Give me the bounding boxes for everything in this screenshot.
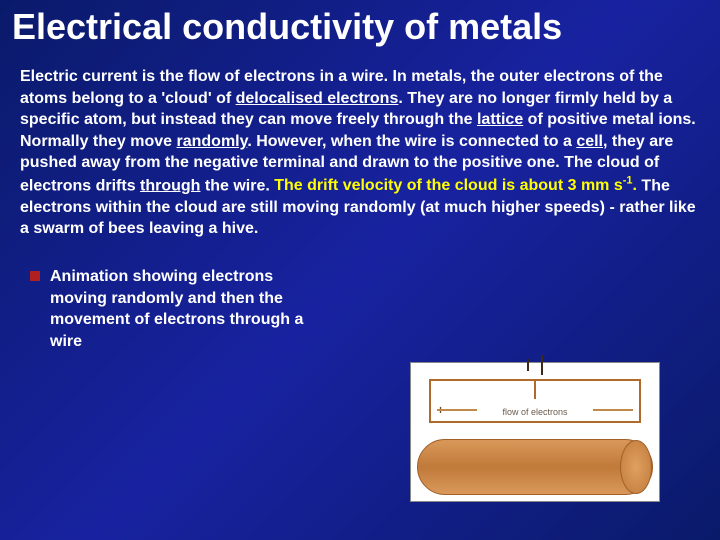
wire-cylinder-endcap-icon [620, 440, 652, 494]
slide-title: Electrical conductivity of metals [0, 0, 720, 52]
link-randomly[interactable]: randomly [177, 133, 248, 150]
link-through[interactable]: through [140, 177, 200, 194]
animation-caption: Animation showing electrons moving rando… [50, 266, 310, 352]
text-run: . However, when the wire is connected to… [247, 133, 576, 150]
flow-label: flow of electrons [411, 407, 659, 417]
link-lattice[interactable]: lattice [477, 111, 523, 128]
highlight-text: The drift velocity of the cloud is about… [274, 177, 637, 194]
link-cell[interactable]: cell [576, 133, 603, 150]
caption-row: Animation showing electrons moving rando… [0, 248, 720, 352]
text-run: the wire. [200, 177, 274, 194]
wire-diagram: + − flow of electrons [410, 362, 660, 502]
link-delocalised[interactable]: delocalised electrons [236, 90, 399, 107]
cell-long-plate-icon [541, 355, 543, 375]
wire-cylinder-icon [417, 439, 653, 495]
cell-short-plate-icon [527, 359, 529, 371]
body-paragraph: Electric current is the flow of electron… [0, 52, 720, 248]
bullet-square-icon [30, 271, 40, 281]
cell-stub-icon [534, 381, 536, 399]
